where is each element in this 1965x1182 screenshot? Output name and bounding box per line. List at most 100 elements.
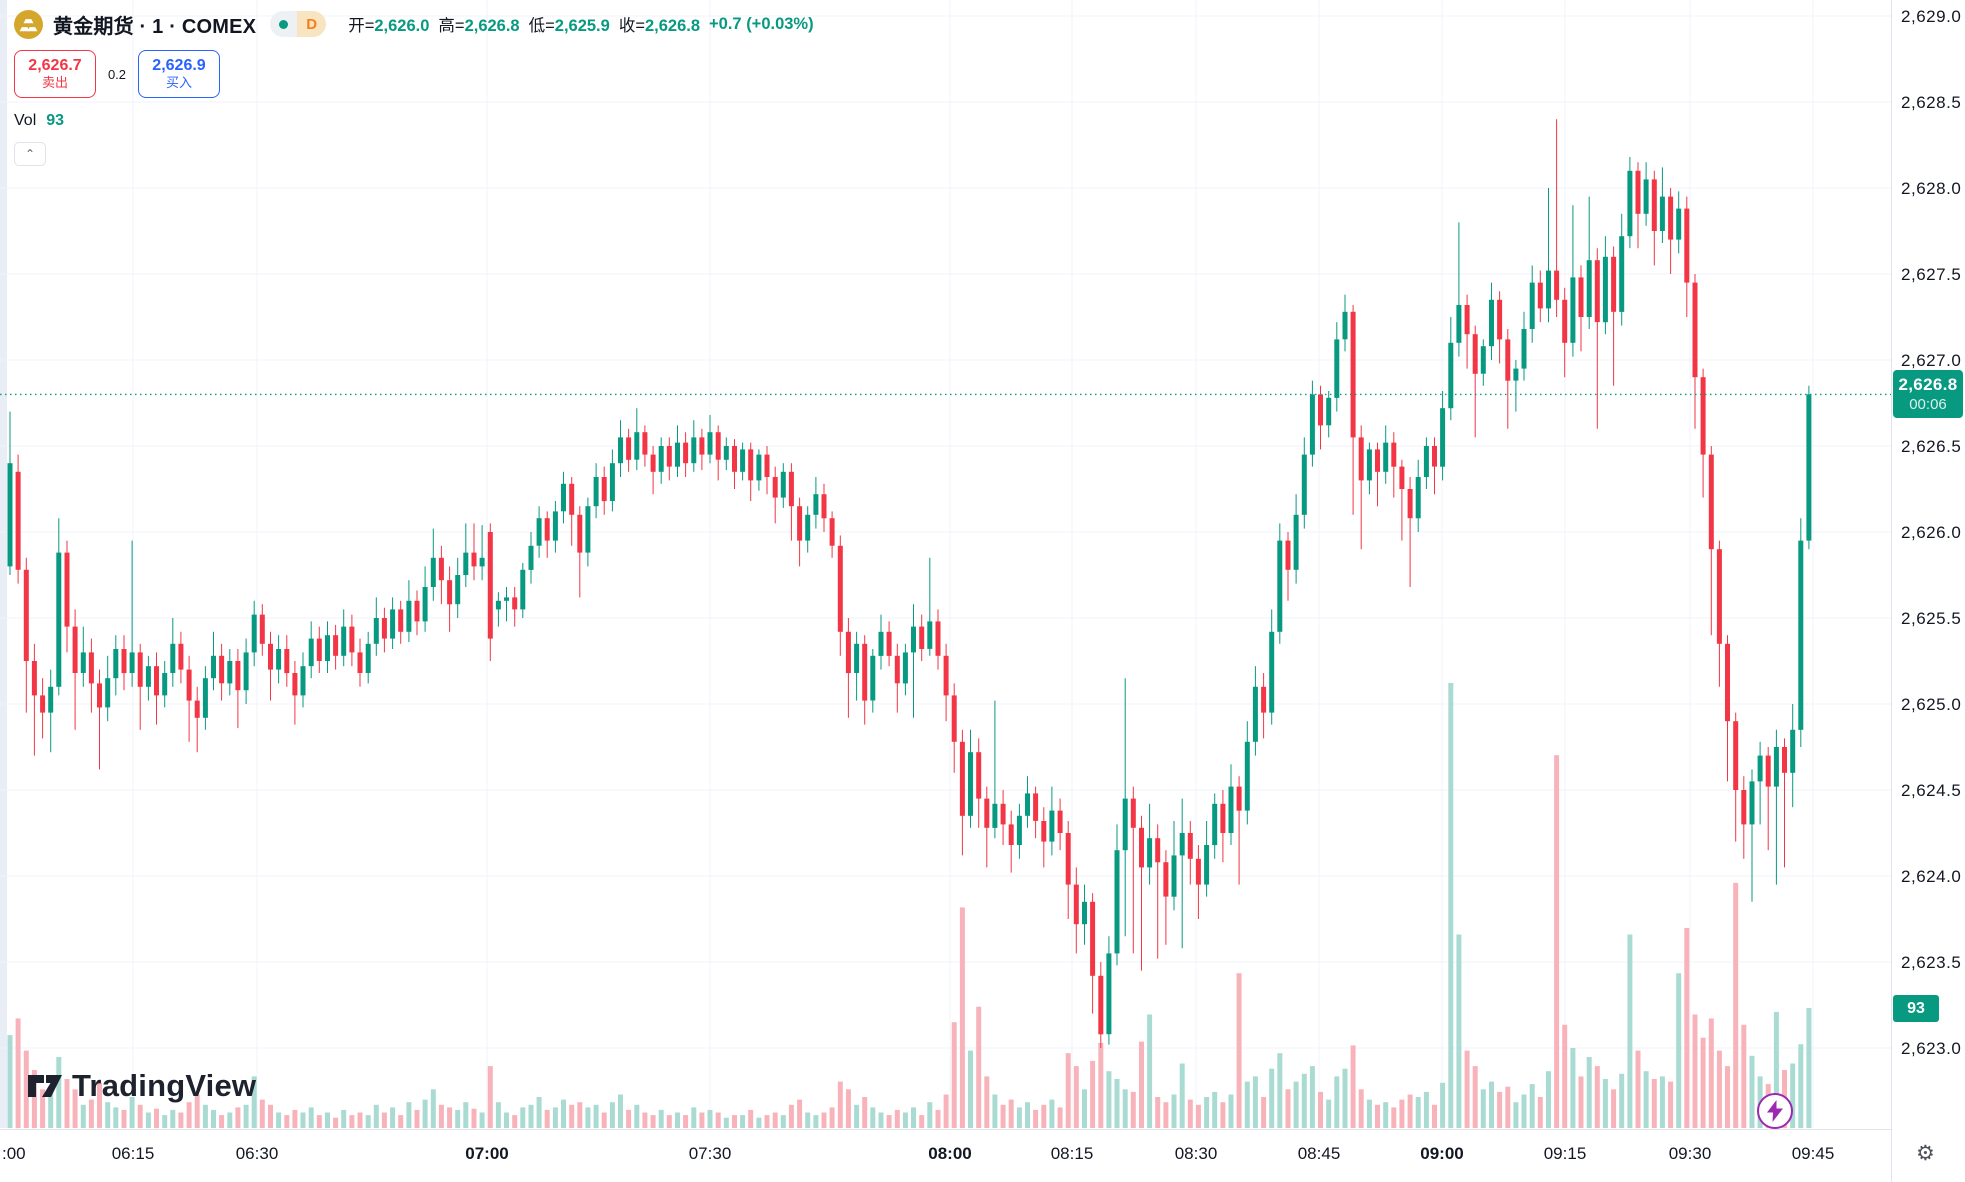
volume-bar <box>325 1112 330 1128</box>
volume-bar <box>1643 1071 1649 1128</box>
candle <box>80 652 86 673</box>
candle <box>1016 815 1022 845</box>
volume-bar <box>1342 1068 1348 1128</box>
time-tick: 06:30 <box>235 1144 279 1163</box>
candle <box>1790 729 1796 773</box>
volume-bar <box>1399 1099 1405 1128</box>
volume-bar <box>1106 1071 1112 1128</box>
high-value: 2,626.8 <box>464 17 520 35</box>
volume-bar <box>870 1107 876 1128</box>
volume-bar <box>105 1102 111 1128</box>
collapse-legend-button[interactable]: ⌃ <box>14 142 46 166</box>
volume-bar <box>1334 1076 1340 1128</box>
candle <box>137 652 143 687</box>
volume-bar <box>7 1035 13 1128</box>
candle <box>764 454 770 477</box>
candle <box>1537 282 1543 309</box>
volume-readout: Vol 93 <box>14 112 814 130</box>
candle <box>666 446 672 467</box>
volume-bar <box>381 1112 387 1128</box>
volume-bar <box>1554 755 1560 1128</box>
candle <box>805 514 811 541</box>
volume-bar <box>1749 1055 1755 1128</box>
candle <box>1700 377 1706 455</box>
candle <box>1130 798 1136 828</box>
candle <box>976 752 982 799</box>
volume-bar <box>1366 1099 1372 1128</box>
price-tick: 2,625.0 <box>1901 695 1962 714</box>
volume-bar <box>1708 1018 1714 1129</box>
candle <box>1212 803 1218 846</box>
candle <box>691 437 697 464</box>
symbol-title[interactable]: 黄金期货 · 1 · COMEX <box>53 15 257 38</box>
price-axis[interactable]: 2,626.8 00:06 93 2,629.0 2,628.5 2,628.0 2,… <box>1891 0 1965 1182</box>
volume-bar <box>1806 1008 1812 1128</box>
candle <box>349 626 355 653</box>
low-label: 低= <box>528 17 555 35</box>
volume-bar <box>577 1102 583 1128</box>
candle <box>609 463 615 501</box>
sell-button[interactable]: 2,626.7 卖出 <box>14 50 96 98</box>
buy-button[interactable]: 2,626.9 买入 <box>138 50 220 98</box>
volume-bar <box>691 1107 697 1128</box>
candle <box>544 518 550 541</box>
candle <box>943 655 949 696</box>
volume-bar <box>1065 1053 1071 1128</box>
volume-bar <box>1228 1094 1234 1128</box>
lightning-button[interactable] <box>1757 1093 1793 1129</box>
candle <box>56 552 62 687</box>
volume-bar <box>276 1112 282 1128</box>
volume-bar <box>1073 1066 1079 1128</box>
candle <box>1000 803 1006 825</box>
volume-bar <box>1480 1089 1486 1128</box>
volume-bar <box>1668 1081 1674 1128</box>
candle <box>1423 446 1429 477</box>
volume-bar <box>1602 1079 1608 1128</box>
volume-bar <box>1130 1091 1136 1128</box>
volume-bar <box>178 1112 184 1128</box>
session-break-strip <box>0 0 7 1128</box>
volume-bar <box>919 1115 925 1128</box>
volume-bar <box>1033 1109 1039 1128</box>
candle <box>1399 466 1405 489</box>
candle <box>1757 755 1763 782</box>
candle <box>357 652 363 673</box>
candle <box>1057 810 1063 833</box>
candle <box>479 557 485 567</box>
volume-bar <box>268 1104 273 1128</box>
candle <box>1505 339 1511 381</box>
candle <box>202 678 208 718</box>
candle <box>1562 299 1568 343</box>
candle <box>870 655 876 701</box>
candle <box>1480 346 1486 374</box>
interval-badge[interactable]: D <box>270 11 327 37</box>
candle <box>634 432 640 460</box>
open-label: 开= <box>348 17 375 35</box>
volume-bar <box>129 1097 135 1128</box>
candle <box>845 631 851 674</box>
candle <box>1366 449 1372 481</box>
volume-bar <box>1139 1041 1144 1128</box>
volume-bar <box>113 1107 119 1128</box>
time-axis[interactable]: :00 06:15 06:30 07:00 07:30 08:00 08:15 08:30 08… <box>0 1129 1965 1182</box>
volume-bar <box>1423 1091 1429 1128</box>
candle <box>984 798 990 828</box>
volume-bar <box>1187 1099 1193 1128</box>
candle <box>1619 236 1625 312</box>
candle <box>129 652 135 673</box>
grid-lines <box>0 0 1891 1128</box>
time-tick: 07:30 <box>688 1144 732 1163</box>
volume-bar <box>1725 1066 1730 1128</box>
candle <box>1602 256 1608 323</box>
candle <box>959 741 965 816</box>
time-tick: 08:00 <box>928 1144 972 1163</box>
volume-bar <box>1318 1091 1323 1128</box>
gear-icon[interactable]: ⚙ <box>1916 1142 1935 1165</box>
candle <box>88 652 94 684</box>
volume-bar <box>1391 1107 1397 1128</box>
candle <box>1578 277 1584 317</box>
volume-bar <box>968 1050 973 1128</box>
candle <box>561 483 566 512</box>
